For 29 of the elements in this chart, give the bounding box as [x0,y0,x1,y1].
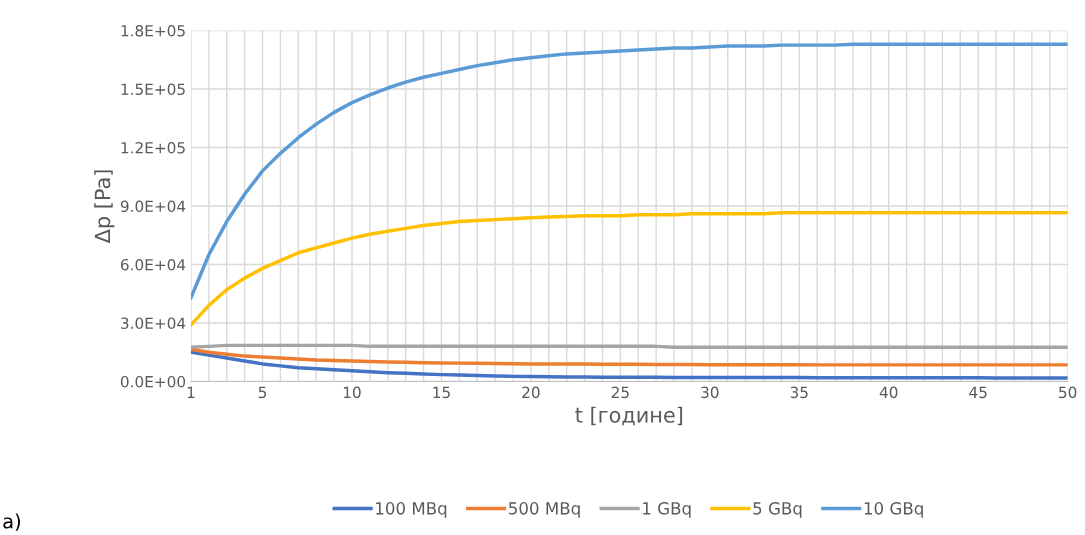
legend-label: 5 GBq [753,502,802,518]
y-tick-label: 9.0E+04 [120,200,186,212]
x-tick-label: 50 [1059,386,1077,399]
y-tick-label: 6.0E+04 [120,258,186,271]
legend-label: 100 MBq [376,502,447,518]
text: a) [3,513,20,531]
y-axis-title: Δp [Pa] [94,170,115,244]
y-tick-label: 1.8E+05 [121,24,185,37]
x-tick-label: 40 [879,386,898,399]
x-tick-label: 15 [433,386,450,399]
x-tick-label: 1 [187,386,195,398]
legend-label: 1 GBq [643,502,691,518]
x-tick-label: 25 [611,386,629,399]
y-tick-label: 1.5E+05 [121,83,185,96]
x-tick-label: 5 [258,386,267,399]
y-tick-label: 3.0E+04 [121,317,186,329]
line-series [190,347,1068,367]
x-tick-label: 10 [343,386,361,399]
y-tick-label: 1.2E+05 [121,141,185,154]
y-tick-label: 0.0E+00 [120,375,186,388]
line-series [190,211,1068,327]
legend-label: 10 GBq [864,502,923,518]
x-axis-title: t [године] [575,406,683,426]
x-tick-label: 35 [790,386,808,399]
x-tick-label: 20 [522,386,540,399]
x-tick-label: 45 [969,386,987,399]
line-series [190,42,1068,300]
legend-label: 500 MBq [509,502,580,518]
x-tick-label: 30 [701,386,719,399]
